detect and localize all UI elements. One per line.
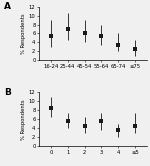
- Y-axis label: % Respondents: % Respondents: [21, 13, 26, 54]
- Text: B: B: [4, 88, 11, 97]
- Y-axis label: % Respondents: % Respondents: [21, 99, 26, 140]
- Text: A: A: [4, 2, 11, 11]
